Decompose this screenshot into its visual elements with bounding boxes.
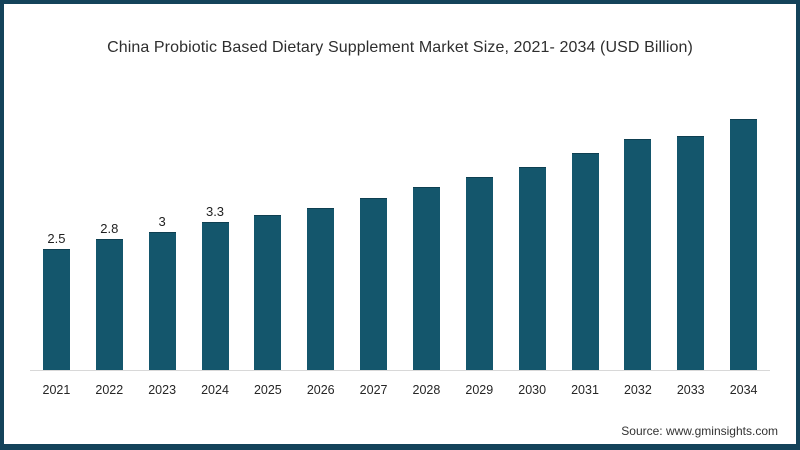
bar-2027 bbox=[360, 198, 388, 370]
x-axis-tick-label: 2033 bbox=[676, 383, 705, 397]
bar-2021 bbox=[42, 249, 70, 370]
x-axis-tick-label: 2026 bbox=[306, 383, 335, 397]
bar-2030 bbox=[518, 167, 546, 370]
bar-column bbox=[294, 190, 347, 370]
bar-column bbox=[453, 159, 506, 370]
bar-2034 bbox=[730, 119, 758, 370]
x-axis-tick-label: 2034 bbox=[729, 383, 758, 397]
bar-value-label: 2.8 bbox=[100, 221, 119, 236]
x-axis-tick-label: 2027 bbox=[359, 383, 388, 397]
x-axis: 2021 2022 2023 2024 2025 2026 2027 2028 2029 2030… bbox=[30, 383, 770, 397]
bar-column: 3.3 bbox=[189, 204, 242, 370]
x-axis-tick-label: 2021 bbox=[42, 383, 71, 397]
bar-2032 bbox=[624, 139, 652, 370]
x-axis-tick-label: 2025 bbox=[253, 383, 282, 397]
bar-2031 bbox=[571, 153, 599, 370]
x-axis-tick-label: 2031 bbox=[571, 383, 599, 397]
x-axis-tick-label: 2030 bbox=[518, 383, 547, 397]
bar-value-label: 3 bbox=[158, 214, 166, 229]
plot-area: 2.5 2.8 3 3.3 bbox=[30, 101, 770, 371]
bar-2026 bbox=[307, 208, 335, 370]
bar-column bbox=[717, 101, 770, 370]
bar-value-label: 2.5 bbox=[47, 231, 66, 246]
x-axis-tick-label: 2022 bbox=[95, 383, 124, 397]
bar-column: 3 bbox=[136, 214, 189, 370]
bar-value-label: 3.3 bbox=[205, 204, 225, 219]
bar-2024 bbox=[201, 222, 229, 370]
bar-2023 bbox=[148, 232, 176, 370]
bar-column bbox=[664, 118, 717, 370]
bar-column bbox=[611, 121, 664, 370]
bar-2029 bbox=[465, 177, 493, 370]
chart-title: China Probiotic Based Dietary Supplement… bbox=[107, 39, 693, 56]
x-axis-tick-label: 2024 bbox=[201, 383, 229, 397]
bar-2025 bbox=[254, 215, 282, 370]
bar-2028 bbox=[412, 187, 440, 370]
bar-column: 2.8 bbox=[83, 221, 136, 370]
bar-column bbox=[347, 180, 400, 370]
bar-column bbox=[241, 197, 294, 370]
x-axis-tick-label: 2029 bbox=[465, 383, 494, 397]
x-axis-tick-label: 2032 bbox=[623, 383, 652, 397]
source-text: Source: www.gminsights.com bbox=[621, 424, 778, 438]
bar-column: 2.5 bbox=[30, 231, 83, 370]
bar-column bbox=[506, 149, 559, 370]
x-axis-tick-label: 2028 bbox=[412, 383, 441, 397]
x-axis-tick-label: 2023 bbox=[148, 383, 177, 397]
bar-2022 bbox=[95, 239, 123, 370]
bar-2033 bbox=[677, 136, 705, 370]
bar-column bbox=[400, 169, 453, 370]
bar-column bbox=[559, 135, 612, 370]
